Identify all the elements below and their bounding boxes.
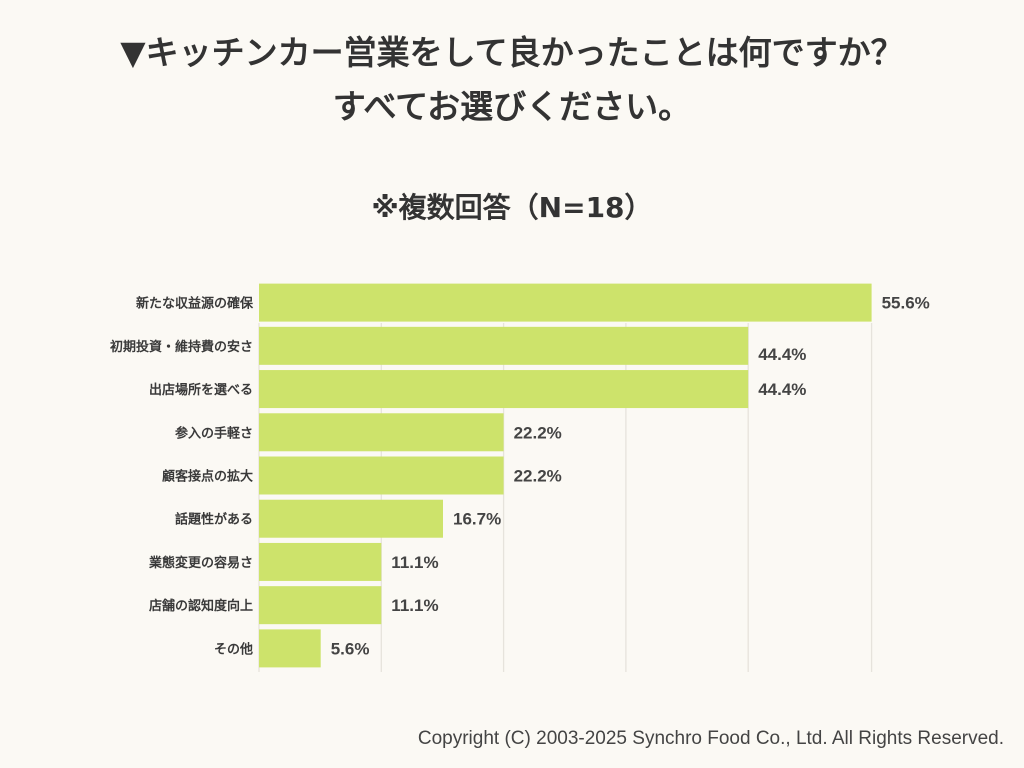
category-label: 参入の手軽さ (175, 425, 253, 441)
category-label: 出店場所を選べる (149, 382, 253, 398)
bar (259, 499, 443, 538)
value-label: 44.4% (758, 380, 806, 399)
category-label: 業態変更の容易さ (148, 555, 253, 571)
value-label: 22.2% (514, 423, 562, 442)
copyright-notice: Copyright (C) 2003-2025 Synchro Food Co.… (417, 728, 1004, 749)
bar (259, 629, 321, 668)
bar (259, 326, 749, 365)
value-label: 11.1% (391, 596, 438, 615)
bar (259, 456, 504, 495)
category-label: 新たな収益源の確保 (136, 296, 254, 312)
category-label: その他 (214, 641, 253, 657)
category-label: 店舗の認知度向上 (149, 598, 253, 614)
bar (259, 586, 382, 625)
category-label: 話題性がある (175, 512, 253, 528)
value-label: 22.2% (514, 467, 562, 486)
bar (259, 542, 382, 581)
category-label: 初期投資・維持費の安さ (110, 339, 253, 355)
chart-title-line-2: すべてお選びください。 (332, 87, 692, 126)
bar (259, 413, 504, 452)
bar (259, 370, 749, 409)
bar (259, 283, 872, 322)
chart-title-line-1: ▼キッチンカー営業をして良かったことは何ですか？ (120, 33, 904, 72)
chart-subtitle: ※複数回答（N=18） (371, 191, 653, 224)
value-label: 44.4% (758, 345, 806, 364)
value-label: 55.6% (882, 294, 930, 313)
value-label: 16.7% (453, 510, 501, 529)
value-label: 11.1% (391, 553, 438, 572)
value-label: 5.6% (331, 639, 370, 658)
category-label: 顧客接点の拡大 (162, 469, 253, 485)
